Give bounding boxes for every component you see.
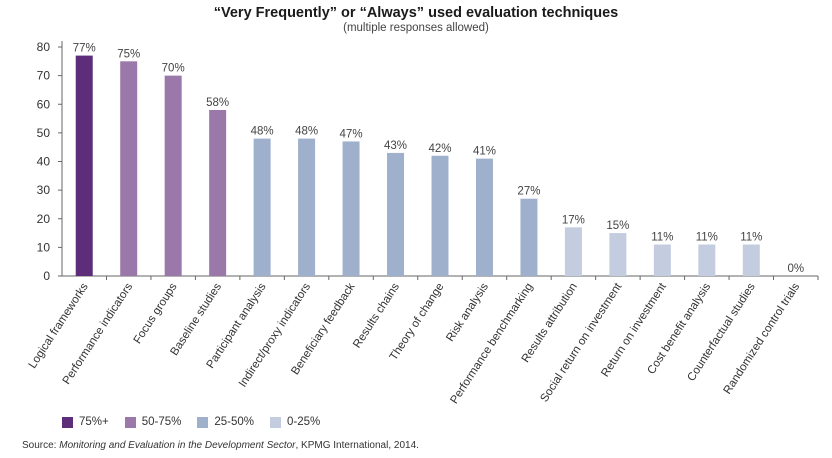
bar <box>342 141 360 276</box>
y-tick-label: 10 <box>37 240 51 254</box>
category-label: Social return on investment <box>538 280 624 404</box>
bar <box>209 109 227 276</box>
y-tick-label: 40 <box>37 155 51 169</box>
bar <box>431 155 449 276</box>
category-label: Risk analysis <box>444 281 491 344</box>
legend-swatch <box>62 416 73 428</box>
data-label: 15% <box>606 220 629 232</box>
legend-item-75-plus: 75%+ <box>62 416 109 428</box>
bar <box>475 158 493 276</box>
category-label: Focus groups <box>132 281 180 346</box>
source-suffix: , KPMG International, 2014. <box>295 440 419 451</box>
bar <box>564 227 582 276</box>
bar <box>520 198 538 276</box>
data-label: 0% <box>787 263 804 275</box>
y-tick-label: 20 <box>37 212 51 226</box>
data-label: 58% <box>206 97 229 109</box>
category-label: Performance benchmarking <box>448 281 535 406</box>
bar <box>120 61 138 276</box>
data-label: 43% <box>384 140 407 152</box>
bar <box>698 244 716 276</box>
y-tick-label: 30 <box>37 183 51 197</box>
legend-swatch <box>124 416 136 428</box>
source-title: Monitoring and Evaluation in the Develop… <box>59 440 296 451</box>
data-label: 27% <box>517 186 540 198</box>
bar <box>164 75 182 276</box>
data-label: 75% <box>117 48 140 60</box>
category-label: Randomized control trials <box>722 281 803 397</box>
legend-label: 75%+ <box>79 416 109 428</box>
bar <box>387 152 405 276</box>
source-prefix: Source: <box>22 440 60 451</box>
data-label: 48% <box>251 126 274 138</box>
data-label: 70% <box>162 63 185 75</box>
bar <box>742 244 760 276</box>
data-label: 11% <box>740 232 762 244</box>
bar <box>653 244 671 276</box>
legend-label: 25-50% <box>214 416 255 428</box>
y-tick-label: 50 <box>37 126 51 140</box>
data-label: 42% <box>428 143 451 155</box>
legend-item-50-75: 50-75% <box>124 416 182 428</box>
legend-swatch <box>270 416 282 428</box>
chart-title: “Very Frequently” or “Always” used evalu… <box>213 5 619 21</box>
bar <box>609 233 627 276</box>
y-tick-label: 80 <box>37 40 51 54</box>
data-label: 41% <box>473 146 496 158</box>
legend-label: 50-75% <box>141 416 182 428</box>
legend-item-0-25: 0-25% <box>270 416 320 428</box>
data-label: 77% <box>73 43 96 55</box>
legend-label: 0-25% <box>287 416 321 428</box>
y-tick-label: 70 <box>37 69 51 83</box>
source-note: Source: Monitoring and Evaluation in the… <box>22 440 419 451</box>
data-label: 48% <box>295 126 318 138</box>
data-label: 11% <box>651 232 673 244</box>
legend: 75%+ 50-75% 25-50% 0-25% <box>62 416 320 428</box>
data-label: 47% <box>340 128 363 140</box>
category-label: Results chains <box>351 281 402 350</box>
data-label: 17% <box>562 214 585 226</box>
data-label: 11% <box>696 232 718 244</box>
bar <box>75 55 93 277</box>
bar <box>298 138 316 276</box>
chart-subtitle: (multiple responses allowed) <box>343 22 489 34</box>
legend-swatch <box>197 416 209 428</box>
legend-item-25-50: 25-50% <box>197 416 254 428</box>
bar <box>253 138 271 276</box>
y-tick-label: 60 <box>37 97 51 111</box>
y-tick-label: 0 <box>43 269 50 283</box>
